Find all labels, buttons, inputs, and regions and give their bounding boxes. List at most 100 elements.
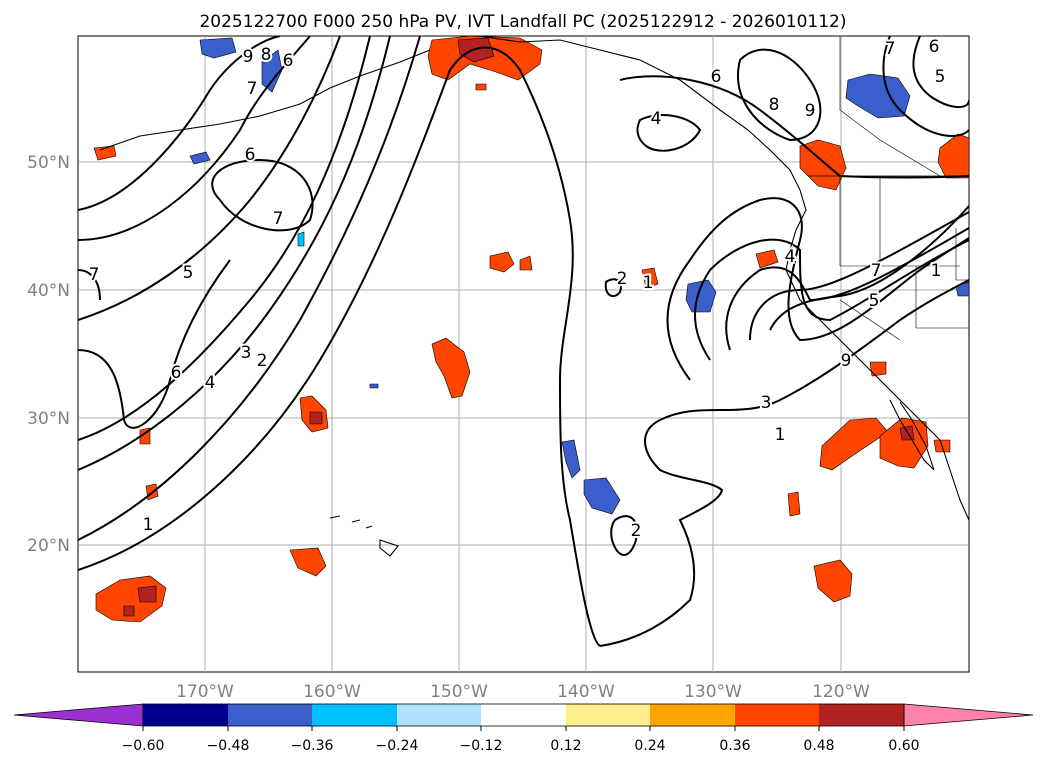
contour-label: 7: [871, 261, 882, 281]
ivt-filled-regions: [93, 36, 969, 623]
contour-line: [78, 36, 391, 471]
contour-label: 1: [643, 273, 654, 293]
colorbar-tick-label: −0.12: [460, 738, 503, 754]
positive-anomaly-patch: [787, 491, 801, 517]
contour-label: 6: [171, 363, 182, 383]
contour-line: [769, 205, 969, 331]
contour-label: 4: [651, 109, 662, 129]
colorbar: −0.60 −0.48 −0.36 −0.24 −0.12 0.12 0.24 …: [13, 703, 1034, 754]
colorbar-extend-min: [13, 703, 144, 727]
contour-line: [78, 36, 341, 321]
colorbar-bin: [481, 704, 566, 726]
positive-anomaly-patch: [123, 605, 135, 617]
positive-anomaly-patch: [431, 337, 471, 399]
contour-label: 9: [243, 47, 254, 67]
pv-contours: [78, 36, 969, 647]
colorbar-tick-label: −0.36: [291, 738, 334, 754]
lat-label: 20°N: [27, 536, 70, 556]
contour-line: [725, 227, 969, 351]
positive-anomaly-patch: [475, 83, 487, 91]
coastlines: [99, 36, 969, 557]
contour-label: 2: [257, 351, 268, 371]
contour-line: [78, 46, 601, 647]
contour-label: 7: [89, 265, 100, 285]
contour-label: 7: [247, 79, 258, 99]
lat-label: 50°N: [27, 153, 70, 173]
contour-label: 9: [805, 101, 816, 121]
hawaii-islands: [329, 515, 399, 557]
negative-anomaly-patch: [261, 49, 283, 93]
contour-line: [694, 238, 969, 361]
contour-label: 6: [929, 37, 940, 57]
contour-label: 2: [617, 269, 628, 289]
contour-line: [737, 48, 822, 142]
colorbar-tick-label: −0.24: [376, 738, 419, 754]
latitude-labels: 50°N 40°N 30°N 20°N: [27, 153, 70, 556]
positive-anomaly-patch: [937, 133, 969, 179]
contour-line: [78, 36, 281, 211]
map-panel: 9 8 7 6 6 7 7 5 6 4 3 2 1 1 2 2 4 9 8 7: [27, 35, 970, 702]
positive-anomaly-patch: [879, 417, 929, 469]
colorbar-tick-labels: −0.60 −0.48 −0.36 −0.24 −0.12 0.12 0.24 …: [122, 738, 920, 754]
positive-anomaly-patch: [819, 417, 889, 471]
contour-line: [882, 36, 969, 137]
contour-label: 6: [245, 145, 256, 165]
negative-anomaly-patch: [199, 37, 237, 59]
contour-label: 3: [241, 343, 252, 363]
positive-anomaly-patch: [137, 585, 157, 603]
colorbar-bin: [650, 704, 735, 726]
colorbar-tick-label: 0.36: [719, 738, 750, 754]
contour-label: 4: [785, 247, 796, 267]
positive-anomaly-patch: [519, 255, 533, 271]
colorbar-bin: [397, 704, 481, 726]
colorbar-outline: [142, 703, 905, 727]
contour-line: [912, 36, 969, 108]
north-america-west-coast: [785, 189, 969, 521]
longitude-labels: 170°W 160°W 150°W 140°W 130°W 120°W: [176, 682, 870, 702]
lon-label: 160°W: [303, 682, 361, 702]
contour-line: [78, 36, 421, 541]
positive-anomaly-patch: [309, 411, 323, 425]
lon-label: 170°W: [176, 682, 234, 702]
contour-line: [749, 211, 969, 341]
positive-anomaly-patch: [457, 37, 495, 63]
canada-interior-border: [839, 36, 941, 177]
negative-anomaly-patch: [297, 231, 305, 247]
contour-label: 1: [931, 261, 942, 281]
colorbar-extend-max: [903, 703, 1034, 727]
positive-anomaly-patch: [813, 559, 853, 603]
colorbar-tick-label: 0.48: [803, 738, 834, 754]
contour-label: 4: [205, 373, 216, 393]
colorbar-tick-label: 0.24: [634, 738, 665, 754]
state-borders: [839, 176, 969, 341]
negative-anomaly-patch: [845, 73, 911, 119]
contour-label: 7: [885, 39, 896, 59]
contour-label: 8: [769, 95, 780, 115]
contour-line: [666, 197, 969, 381]
lon-label: 130°W: [684, 682, 742, 702]
contour-label: 7: [273, 209, 284, 229]
alaska-coast: [477, 36, 801, 191]
colorbar-ticks: [142, 726, 905, 731]
positive-anomaly-patch: [289, 547, 327, 577]
colorbar-bin: [143, 704, 228, 726]
colorbar-tick-label: 0.60: [888, 738, 919, 754]
positive-anomaly-patch: [869, 361, 887, 377]
contour-line: [636, 114, 702, 152]
colorbar-bin: [312, 704, 397, 726]
contour-label: 6: [711, 67, 722, 87]
contour-label: 6: [283, 51, 294, 71]
figure-title: 2025122700 F000 250 hPa PV, IVT Landfall…: [199, 12, 846, 32]
positive-anomaly-patch: [899, 425, 915, 441]
contour-label: 5: [869, 291, 880, 311]
colorbar-bin: [566, 704, 650, 726]
contour-label: 3: [761, 393, 772, 413]
negative-anomaly-patch: [189, 151, 211, 165]
contour-line: [599, 279, 969, 647]
contour-line: [78, 269, 101, 301]
colorbar-tick-label: −0.48: [207, 738, 250, 754]
contour-label: 1: [143, 515, 154, 535]
contour-line: [78, 36, 311, 241]
contour-line: [78, 259, 231, 429]
